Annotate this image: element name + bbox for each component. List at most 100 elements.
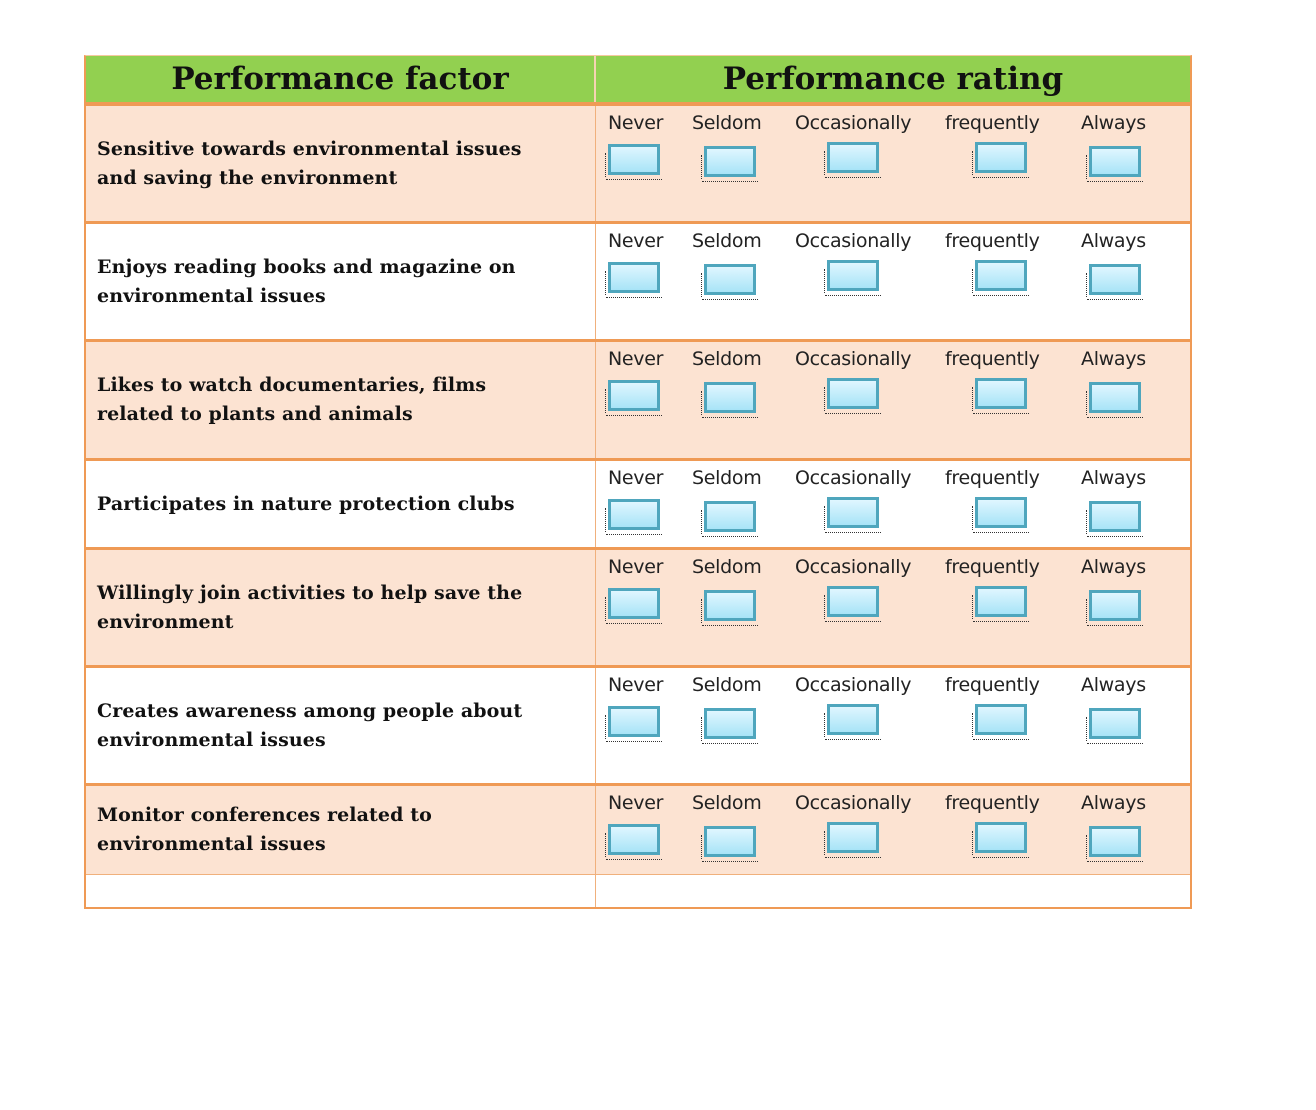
rating-checkbox-always[interactable] [1086,264,1143,300]
rating-checkbox-frequently[interactable] [972,586,1029,622]
rating-checkbox-frequently[interactable] [972,142,1029,178]
rating-checkbox-frequently[interactable] [972,260,1029,296]
factor-cell: Likes to watch documentaries, films rela… [86,342,596,458]
rating-checkbox-seldom[interactable] [701,501,758,537]
rating-option-label: Always [1081,230,1146,252]
rating-checkbox-always[interactable] [1086,501,1143,537]
rating-checkbox-always[interactable] [1086,826,1143,862]
table-row: Likes to watch documentaries, films rela… [86,342,1190,461]
rating-option-label: Occasionally [795,112,912,134]
rating-checkbox-never[interactable] [605,824,662,860]
rating-option-label: Occasionally [795,674,912,696]
rating-option-label: frequently [945,556,1040,578]
rating-checkbox-occasionally[interactable] [824,378,881,414]
rating-option-label: Seldom [692,467,762,489]
performance-factor-text: Willingly join activities to help save t… [97,581,523,633]
factor-cell: Participates in nature protection clubs [86,461,596,547]
table-row: Willingly join activities to help save t… [86,550,1190,668]
rating-option-label: Seldom [692,556,762,578]
rating-option-label: Occasionally [795,467,912,489]
rating-option-label: Never [608,674,664,696]
rating-checkbox-never[interactable] [605,499,662,535]
rating-checkbox-frequently[interactable] [972,378,1029,414]
rating-checkbox-always[interactable] [1086,708,1143,744]
performance-factor-text: Enjoys reading books and magazine on env… [97,255,516,307]
rating-checkbox-never[interactable] [605,144,662,180]
rating-option-label: frequently [945,792,1040,814]
rating-option-label: Occasionally [795,230,912,252]
rating-option-label: Always [1081,467,1146,489]
factor-cell: Willingly join activities to help save t… [86,550,596,665]
performance-factor-text: Likes to watch documentaries, films rela… [97,374,487,425]
rating-option-label: frequently [945,467,1040,489]
rating-checkbox-occasionally[interactable] [824,822,881,858]
table-row: Enjoys reading books and magazine on env… [86,224,1190,342]
empty-row [86,875,1190,907]
rating-option-label: Always [1081,348,1146,370]
rating-checkbox-occasionally[interactable] [824,586,881,622]
rating-option-label: frequently [945,674,1040,696]
rating-option-label: Always [1081,556,1146,578]
rating-checkbox-occasionally[interactable] [824,142,881,178]
rating-option-label: Seldom [692,230,762,252]
rating-checkbox-seldom[interactable] [701,826,758,862]
header-rating-cell: Performance rating [596,56,1190,102]
rating-option-label: Never [608,792,664,814]
rating-option-label: Never [608,467,664,489]
rating-cell: Never Seldom Occasionally frequently Always [596,106,1190,221]
rating-option-label: Never [608,348,664,370]
table-row: Sensitive towards environmental issues a… [86,106,1190,224]
performance-factor-text: Monitor conferences related to environme… [97,804,432,855]
factor-cell: Enjoys reading books and magazine on env… [86,224,596,339]
table-row: Creates awareness among people about env… [86,668,1190,786]
rating-checkbox-always[interactable] [1086,146,1143,182]
performance-factor-text: Creates awareness among people about env… [97,699,523,751]
rating-option-label: Seldom [692,348,762,370]
rating-option-label: frequently [945,348,1040,370]
rating-option-label: Seldom [692,112,762,134]
rating-checkbox-always[interactable] [1086,382,1143,418]
performance-factor-text: Sensitive towards environmental issues a… [97,137,522,189]
rating-checkbox-frequently[interactable] [972,497,1029,533]
empty-rating-cell [596,875,1190,907]
factor-cell: Monitor conferences related to environme… [86,786,596,874]
rating-option-label: Occasionally [795,792,912,814]
table-row: Monitor conferences related to environme… [86,786,1190,875]
header-performance-factor: Performance factor [171,61,509,97]
rating-option-label: Always [1081,112,1146,134]
rating-checkbox-frequently[interactable] [972,704,1029,740]
table-row: Participates in nature protection clubs N… [86,461,1190,550]
rating-checkbox-seldom[interactable] [701,590,758,626]
rating-checkbox-occasionally[interactable] [824,497,881,533]
rating-option-label: frequently [945,112,1040,134]
rating-option-label: Never [608,556,664,578]
factor-cell: Sensitive towards environmental issues a… [86,106,596,221]
performance-rating-table: Performance factor Performance rating Se… [84,55,1192,909]
rating-checkbox-occasionally[interactable] [824,704,881,740]
empty-factor-cell [86,875,596,907]
rating-checkbox-seldom[interactable] [701,146,758,182]
rating-option-label: Never [608,230,664,252]
factor-cell: Creates awareness among people about env… [86,668,596,783]
rating-cell: Never Seldom Occasionally frequently Always [596,342,1190,458]
rating-option-label: Always [1081,674,1146,696]
performance-factor-text: Participates in nature protection clubs [97,492,515,515]
rating-cell: Never Seldom Occasionally frequently Always [596,668,1190,783]
rating-checkbox-seldom[interactable] [701,264,758,300]
rating-checkbox-never[interactable] [605,380,662,416]
rating-checkbox-seldom[interactable] [701,708,758,744]
rating-checkbox-never[interactable] [605,262,662,298]
table-header-row: Performance factor Performance rating [86,56,1190,106]
rating-checkbox-seldom[interactable] [701,382,758,418]
rating-checkbox-always[interactable] [1086,590,1143,626]
rating-checkbox-never[interactable] [605,706,662,742]
rating-checkbox-frequently[interactable] [972,822,1029,858]
rating-option-label: Occasionally [795,556,912,578]
rating-option-label: Seldom [692,792,762,814]
rating-checkbox-occasionally[interactable] [824,260,881,296]
rating-option-label: Never [608,112,664,134]
rating-checkbox-never[interactable] [605,588,662,624]
rating-option-label: Always [1081,792,1146,814]
rating-cell: Never Seldom Occasionally frequently Always [596,786,1190,874]
header-factor-cell: Performance factor [86,56,596,102]
